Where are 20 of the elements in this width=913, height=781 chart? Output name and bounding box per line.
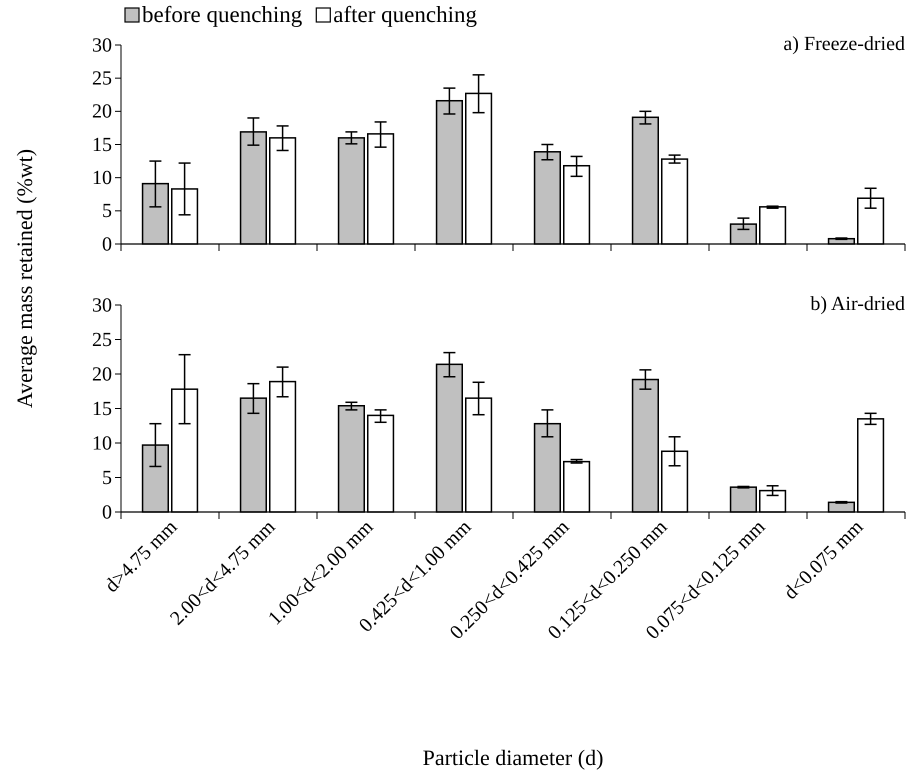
y-tick-label: 5	[102, 200, 112, 222]
y-tick-label: 20	[92, 363, 112, 386]
y-tick-label: 0	[102, 233, 112, 256]
y-tick-label: 30	[92, 34, 112, 56]
chart-title: b) Air-dried	[810, 293, 905, 315]
y-tick-label: 25	[92, 328, 112, 351]
y-tick-label: 20	[92, 100, 112, 123]
y-tick-label: 30	[92, 294, 112, 316]
y-tick-label: 5	[102, 466, 112, 489]
chart-title: a) Freeze-dried	[783, 33, 905, 55]
y-tick-label: 0	[102, 501, 112, 524]
y-axis-title: Average mass retained (%wt)	[12, 148, 37, 408]
y-tick-label: 15	[92, 134, 112, 156]
y-tick-label: 10	[92, 432, 112, 454]
legend-label: before quenching	[142, 2, 303, 27]
x-axis-title: Particle diameter (d)	[422, 745, 604, 770]
y-tick-label: 10	[92, 167, 112, 190]
legend-label: after quenching	[333, 2, 478, 27]
y-tick-label: 15	[92, 398, 112, 420]
y-tick-label: 25	[92, 68, 112, 90]
